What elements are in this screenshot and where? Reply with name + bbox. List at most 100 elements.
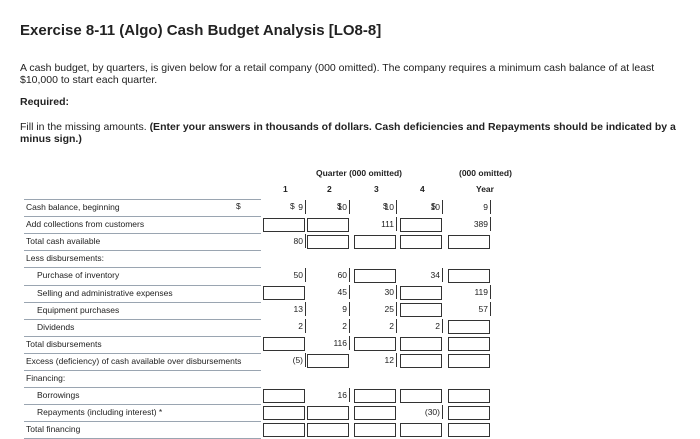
answer-input[interactable] bbox=[400, 286, 442, 300]
given-amount: 12 bbox=[354, 353, 397, 368]
quarter-1-header: 1 bbox=[283, 184, 288, 194]
given-amount: 57 bbox=[448, 302, 491, 317]
given-amount: 389 bbox=[448, 216, 491, 232]
answer-input[interactable] bbox=[307, 422, 349, 437]
row-label: Financing: bbox=[26, 373, 66, 383]
answer-input[interactable] bbox=[307, 234, 349, 249]
row-divider bbox=[24, 335, 261, 337]
row-divider bbox=[24, 352, 261, 354]
intro-text: A cash budget, by quarters, is given bel… bbox=[20, 62, 655, 86]
quarter-4-header: 4 bbox=[420, 184, 425, 194]
answer-input[interactable] bbox=[354, 422, 396, 437]
given-amount: 2 bbox=[400, 319, 443, 334]
answer-input[interactable] bbox=[354, 405, 396, 420]
instructions-plain: Fill in the missing amounts. bbox=[20, 121, 150, 133]
answer-input[interactable] bbox=[448, 354, 490, 369]
row-label: Total cash available bbox=[26, 236, 101, 247]
answer-input[interactable] bbox=[263, 217, 305, 232]
answer-input[interactable] bbox=[263, 388, 305, 403]
answer-input[interactable] bbox=[448, 388, 490, 403]
row-label: Purchase of inventory bbox=[37, 270, 120, 281]
given-amount: 116 bbox=[307, 336, 350, 351]
given-amount: 9 bbox=[307, 302, 350, 317]
given-amount: 119 bbox=[448, 285, 491, 300]
answer-input[interactable] bbox=[400, 337, 442, 352]
answer-input[interactable] bbox=[307, 217, 349, 232]
given-amount: (5) bbox=[263, 353, 306, 368]
quarter-2-header: 2 bbox=[327, 184, 332, 194]
instructions-bold: (Enter your answers in thousands of doll… bbox=[20, 121, 676, 145]
answer-input[interactable] bbox=[354, 268, 396, 283]
answer-input[interactable] bbox=[400, 217, 442, 232]
answer-input[interactable] bbox=[400, 422, 442, 437]
dollar-sign: $ bbox=[383, 201, 388, 211]
given-amount: 111 bbox=[354, 216, 397, 232]
row-divider bbox=[24, 301, 261, 303]
row-divider bbox=[24, 216, 261, 218]
answer-input[interactable] bbox=[400, 388, 442, 403]
answer-input[interactable] bbox=[448, 422, 490, 437]
answer-input[interactable] bbox=[400, 303, 442, 318]
row-label: Selling and administrative expenses bbox=[37, 287, 173, 298]
dollar-sign: $ bbox=[290, 201, 295, 211]
answer-input[interactable] bbox=[354, 234, 396, 249]
given-amount: 13 bbox=[263, 302, 306, 317]
required-label: Required: bbox=[20, 96, 70, 108]
exercise-title: Exercise 8-11 (Algo) Cash Budget Analysi… bbox=[20, 22, 382, 39]
given-amount: 2 bbox=[263, 319, 306, 334]
answer-input[interactable] bbox=[354, 337, 396, 352]
row-divider bbox=[24, 233, 261, 235]
given-amount: (30) bbox=[400, 404, 443, 420]
answer-input[interactable] bbox=[263, 337, 305, 352]
row-divider bbox=[24, 421, 261, 423]
given-amount: 60 bbox=[307, 267, 350, 283]
quarter-header: Quarter (000 omitted) bbox=[316, 168, 402, 178]
row-divider bbox=[24, 199, 261, 200]
dollar-sign: $ bbox=[337, 201, 342, 211]
given-amount: 50 bbox=[263, 267, 306, 283]
row-label: Equipment purchases bbox=[37, 304, 120, 315]
row-label: Dividends bbox=[37, 321, 75, 332]
row-divider bbox=[24, 387, 261, 389]
year-label: Year bbox=[476, 184, 494, 194]
answer-input[interactable] bbox=[263, 405, 305, 420]
row-divider bbox=[24, 284, 261, 286]
answer-input[interactable] bbox=[307, 405, 349, 420]
given-amount: 45 bbox=[307, 285, 350, 300]
given-amount: 10 bbox=[400, 199, 443, 215]
row-label: Excess (deficiency) of cash available ov… bbox=[26, 355, 242, 366]
answer-input[interactable] bbox=[400, 234, 442, 249]
answer-input[interactable] bbox=[400, 354, 442, 369]
row-label: Cash balance, beginning bbox=[26, 202, 120, 212]
answer-input[interactable] bbox=[448, 234, 490, 249]
year-header: (000 omitted) bbox=[459, 168, 512, 178]
given-amount: 10 bbox=[354, 199, 397, 215]
row-label: Borrowings bbox=[37, 390, 80, 401]
dollar-sign: $ bbox=[236, 201, 241, 211]
answer-input[interactable] bbox=[448, 268, 490, 283]
answer-input[interactable] bbox=[354, 388, 396, 403]
given-amount: 80 bbox=[263, 233, 306, 249]
given-amount: 2 bbox=[354, 319, 397, 334]
row-label: Add collections from customers bbox=[26, 219, 145, 230]
row-divider bbox=[24, 267, 261, 269]
dollar-sign: $ bbox=[431, 201, 436, 211]
answer-input[interactable] bbox=[448, 320, 490, 335]
answer-input[interactable] bbox=[263, 286, 305, 300]
row-divider bbox=[24, 250, 261, 252]
row-divider bbox=[24, 404, 261, 406]
cash-budget-table: Quarter (000 omitted) (000 omitted) Year… bbox=[24, 164, 524, 439]
quarter-3-header: 3 bbox=[374, 184, 379, 194]
row-divider bbox=[24, 318, 261, 320]
row-label: Repayments (including interest) * bbox=[37, 407, 163, 418]
given-amount: 25 bbox=[354, 302, 397, 317]
answer-input[interactable] bbox=[263, 422, 305, 437]
answer-input[interactable] bbox=[448, 337, 490, 352]
given-amount: 9 bbox=[263, 199, 306, 215]
given-amount: 10 bbox=[307, 199, 350, 215]
answer-input[interactable] bbox=[307, 354, 349, 369]
row-label: Total disbursements bbox=[26, 338, 102, 349]
row-label: Less disbursements: bbox=[26, 253, 104, 264]
given-amount: 16 bbox=[307, 387, 350, 403]
answer-input[interactable] bbox=[448, 405, 490, 420]
